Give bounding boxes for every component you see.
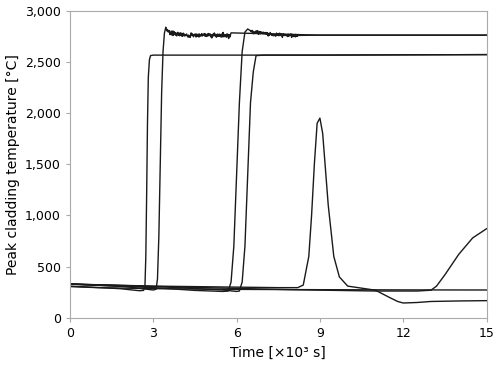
- X-axis label: Time [×10³ s]: Time [×10³ s]: [230, 345, 326, 360]
- Y-axis label: Peak cladding temperature [°C]: Peak cladding temperature [°C]: [6, 54, 20, 274]
